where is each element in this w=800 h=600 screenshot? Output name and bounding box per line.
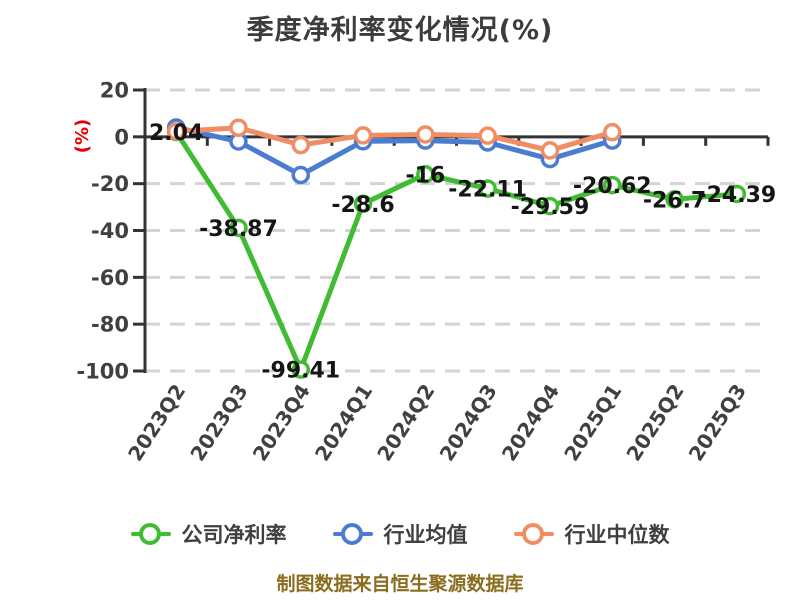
legend-label: 行业均值: [383, 523, 468, 547]
data-label: -24.39: [697, 183, 776, 208]
data-label: 2.04: [149, 121, 203, 146]
series-line-公司净利率: [173, 129, 740, 373]
x-tick-label: 2025Q3: [684, 380, 751, 466]
data-point-行业中位数[interactable]: [416, 125, 435, 144]
legend-label: 行业中位数: [564, 523, 670, 547]
y-tick-label: 0: [114, 125, 129, 149]
data-point-行业中位数[interactable]: [603, 122, 622, 142]
data-point-行业中位数[interactable]: [166, 122, 186, 141]
data-point-行业中位数[interactable]: [478, 126, 497, 145]
chart-title: 季度净利率变化情况(%): [246, 15, 554, 46]
legend-marker-green-icon: [130, 523, 171, 545]
data-label: -22.11: [448, 178, 527, 203]
y-tick-label: -80: [91, 313, 129, 337]
data-point-行业中位数[interactable]: [291, 135, 310, 155]
data-label: -28.6: [331, 193, 394, 218]
series-line-行业中位数: [173, 125, 615, 153]
data-source-note: 制图数据来自恒生聚源数据库: [276, 573, 524, 595]
y-tick-label: -60: [91, 266, 129, 290]
series-line-行业均值: [173, 124, 615, 178]
data-point-公司净利率[interactable]: [727, 184, 747, 204]
data-label: -29.59: [511, 195, 590, 220]
legend-marker-orange-icon: [513, 523, 554, 545]
data-label: -26.7: [643, 188, 706, 213]
data-point-公司净利率[interactable]: [416, 165, 435, 184]
x-tick-label: 2023Q3: [185, 380, 252, 466]
data-point-公司净利率[interactable]: [478, 179, 497, 198]
legend-item-company-net-margin[interactable]: 公司净利率: [130, 519, 287, 549]
y-tick-label: -100: [76, 360, 129, 384]
x-tick-label: 2024Q1: [310, 380, 377, 466]
y-tick-label: -40: [91, 219, 129, 243]
legend-item-industry-average[interactable]: 行业均值: [332, 519, 468, 549]
legend-item-industry-median[interactable]: 行业中位数: [513, 519, 670, 549]
data-label: -99.41: [261, 359, 340, 384]
data-point-行业中位数[interactable]: [353, 126, 373, 145]
data-point-行业中位数[interactable]: [229, 118, 248, 137]
y-tick-label: -20: [91, 172, 129, 196]
data-point-公司净利率[interactable]: [353, 194, 373, 214]
data-point-行业中位数[interactable]: [540, 141, 560, 160]
x-tick-label: 2025Q1: [559, 380, 626, 466]
data-point-公司净利率[interactable]: [540, 196, 560, 216]
data-point-公司净利率[interactable]: [229, 218, 248, 238]
legend: 公司净利率 行业均值 行业中位数: [0, 519, 800, 549]
legend-marker-blue-icon: [332, 523, 373, 545]
data-point-行业均值[interactable]: [291, 165, 310, 185]
data-point-公司净利率[interactable]: [603, 175, 622, 195]
data-label: -38.87: [199, 217, 278, 242]
data-point-公司净利率[interactable]: [665, 190, 684, 209]
data-label: -20.62: [573, 174, 652, 199]
data-label: -16: [405, 163, 445, 188]
x-tick-label: 2024Q3: [435, 380, 502, 466]
x-tick-label: 2023Q4: [248, 380, 315, 466]
legend-label: 公司净利率: [181, 523, 287, 547]
y-axis-unit-label: (%): [72, 119, 93, 154]
x-tick-label: 2023Q2: [123, 380, 190, 466]
data-point-公司净利率[interactable]: [291, 360, 310, 379]
y-tick-label: 20: [100, 79, 129, 103]
x-tick-label: 2024Q2: [372, 380, 439, 466]
x-tick-label: 2025Q2: [621, 380, 688, 466]
x-tick-label: 2024Q4: [497, 380, 564, 466]
